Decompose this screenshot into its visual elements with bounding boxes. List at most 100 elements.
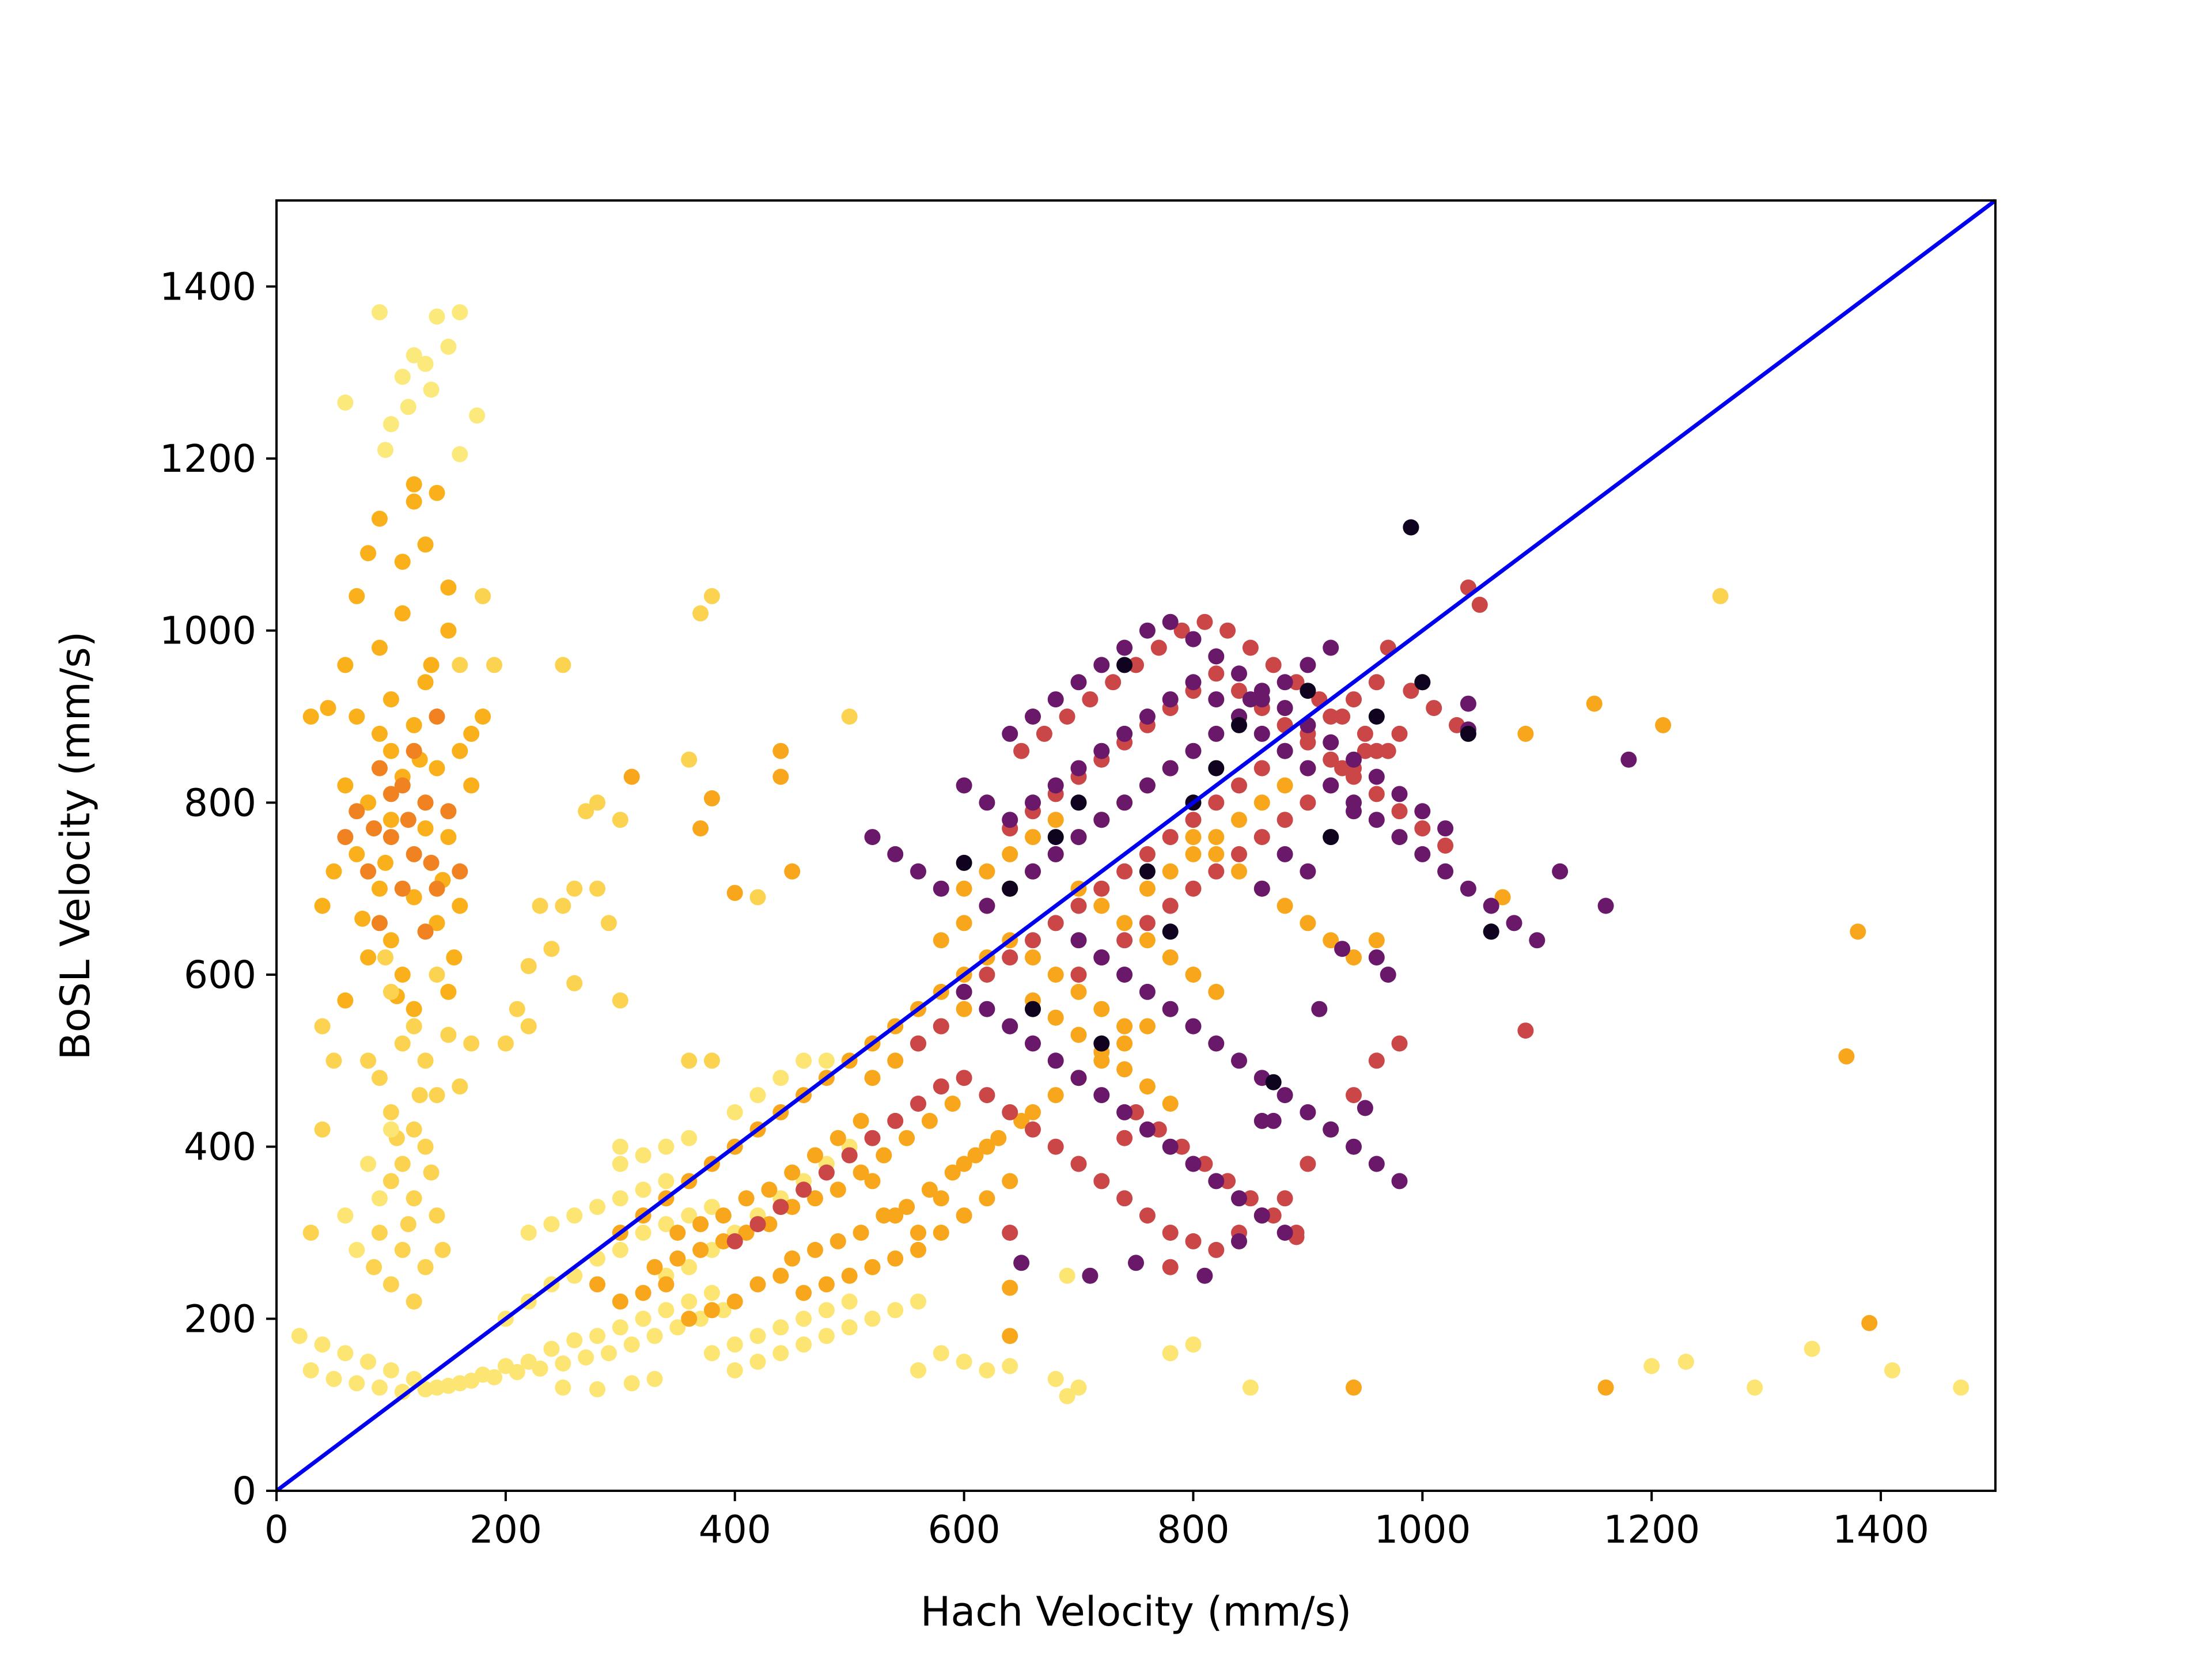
scatter-point (1025, 1121, 1041, 1138)
scatter-point (1093, 1087, 1110, 1104)
scatter-point (394, 967, 411, 983)
scatter-point (623, 1375, 640, 1392)
scatter-point (417, 820, 434, 837)
scatter-point (1002, 725, 1018, 742)
scatter-point (429, 308, 445, 325)
scatter-point (1357, 743, 1373, 759)
scatter-point (1013, 1255, 1030, 1271)
scatter-point (406, 889, 422, 906)
scatter-point (1277, 743, 1293, 759)
scatter-point (1025, 794, 1041, 811)
scatter-point (1208, 725, 1225, 742)
scatter-point (1494, 889, 1511, 906)
scatter-point (864, 1310, 881, 1327)
point-group-0 (337, 304, 486, 463)
scatter-point (669, 1319, 686, 1336)
scatter-point (1346, 1138, 1362, 1155)
scatter-point (1231, 846, 1247, 862)
scatter-point (360, 1156, 377, 1172)
scatter-point (841, 709, 858, 725)
scatter-point (807, 1190, 823, 1207)
scatter-point (372, 1225, 388, 1241)
scatter-point (692, 1310, 709, 1327)
scatter-point (349, 588, 365, 604)
scatter-point (669, 1250, 686, 1267)
scatter-point (1013, 743, 1030, 759)
scatter-point (1253, 880, 1270, 897)
y-tick-label: 1000 (160, 609, 256, 653)
scatter-point (1253, 1207, 1270, 1224)
scatter-point (956, 1156, 972, 1172)
scatter-point (956, 1354, 972, 1370)
scatter-point (1128, 1255, 1144, 1271)
scatter-point (726, 885, 743, 902)
scatter-point (841, 1267, 858, 1284)
scatter-point (749, 1087, 766, 1104)
scatter-point (1323, 1121, 1339, 1138)
scatter-point (1185, 829, 1202, 846)
scatter-point (337, 992, 354, 1009)
scatter-point (1437, 863, 1454, 880)
scatter-point (853, 1112, 869, 1129)
scatter-point (910, 1241, 926, 1258)
scatter-point (1002, 1358, 1018, 1374)
scatter-point (1162, 613, 1179, 630)
scatter-point (463, 777, 480, 794)
scatter-point (446, 949, 463, 966)
scatter-point (372, 1379, 388, 1396)
scatter-point (1128, 657, 1144, 673)
scatter-point (440, 803, 457, 820)
scatter-point (1403, 683, 1419, 699)
scatter-point (372, 1190, 388, 1207)
scatter-point (452, 863, 468, 880)
scatter-point (1483, 923, 1499, 940)
scatter-point (1047, 829, 1064, 846)
scatter-point (646, 1259, 663, 1275)
scatter-point (1391, 803, 1408, 820)
scatter-point (1116, 863, 1133, 880)
scatter-point (429, 484, 445, 501)
scatter-point (635, 1310, 652, 1327)
scatter-point (1517, 1022, 1534, 1039)
scatter-point (979, 897, 995, 914)
scatter-point (1139, 622, 1156, 639)
scatter-point (377, 854, 393, 871)
scatter-point (1300, 1156, 1316, 1172)
scatter-point (1323, 777, 1339, 794)
scatter-point (1391, 725, 1408, 742)
scatter-point (372, 304, 388, 321)
scatter-point (566, 880, 583, 897)
scatter-point (910, 1225, 926, 1241)
scatter-point (979, 1001, 995, 1017)
scatter-point (772, 768, 789, 785)
reference-line (275, 199, 1997, 1493)
scatter-point (1368, 932, 1385, 949)
scatter-point (532, 897, 548, 914)
y-axis: 0 200 400 600 800 1000 1200 1400 (160, 264, 276, 1513)
scatter-point (325, 1370, 342, 1387)
scatter-point (635, 1147, 652, 1164)
scatter-point (1162, 829, 1179, 846)
scatter-point (452, 743, 468, 759)
scatter-point (1460, 725, 1476, 742)
scatter-point (612, 1319, 628, 1336)
scatter-point (423, 1164, 440, 1181)
scatter-point (646, 1328, 663, 1344)
scatter-point (1139, 880, 1156, 897)
scatter-point (406, 493, 422, 510)
scatter-point (1116, 1130, 1133, 1146)
scatter-point (394, 605, 411, 622)
scatter-point (1093, 880, 1110, 897)
scatter-point (440, 983, 457, 1000)
scatter-point (1173, 622, 1190, 639)
scatter-point (1116, 967, 1133, 983)
scatter-point (1300, 1104, 1316, 1120)
scatter-point (1025, 1104, 1041, 1120)
scatter-point (1116, 639, 1133, 656)
scatter-point (1002, 949, 1018, 966)
y-tick-label: 1400 (160, 264, 256, 309)
scatter-point (956, 1207, 972, 1224)
scatter-point (1346, 949, 1362, 966)
scatter-point (337, 394, 354, 411)
scatter-point (337, 1207, 354, 1224)
